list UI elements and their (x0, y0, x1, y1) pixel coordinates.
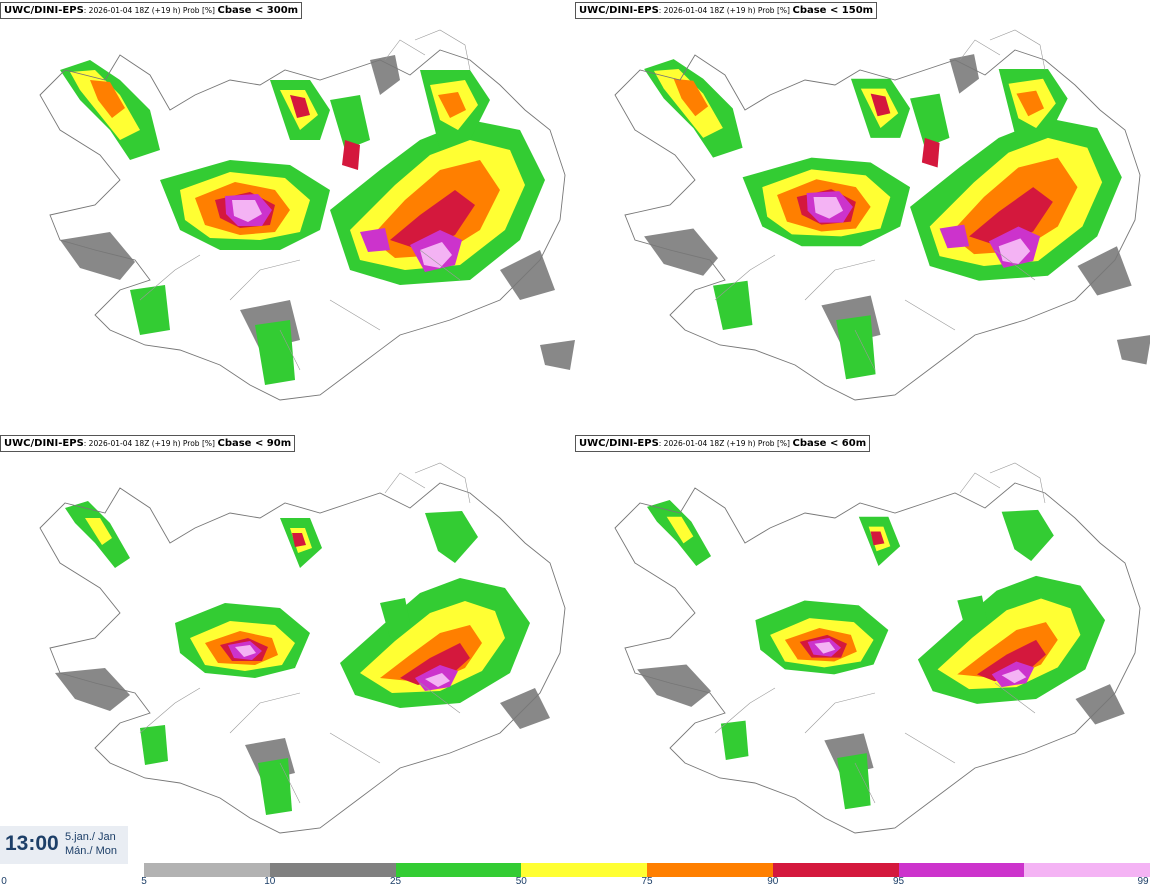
colorbar-tick-label: 50 (515, 876, 527, 887)
valid-weekday: Mán./ Mon (65, 845, 117, 857)
colorbar-tick-label: 75 (641, 876, 653, 887)
panel-title: UWC/DINI-EPS: 2026-01-04 18Z (+19 h) Pro… (0, 435, 296, 452)
colorbar-tick-label: 0 (1, 876, 7, 887)
valid-time-box: 13:00 5.jan./ Jan Mán./ Mon (0, 826, 128, 864)
colorbar-tick-label: 95 (892, 876, 905, 887)
colorbar-tick-label: 90 (767, 876, 779, 887)
colorbar-segment (521, 863, 647, 877)
panel-title: UWC/DINI-EPS: 2026-01-04 18Z (+19 h) Pro… (0, 2, 303, 19)
probability-map (614, 462, 1141, 834)
probability-colorbar (144, 863, 1150, 877)
colorbar-segment (772, 863, 899, 877)
valid-date: 5.jan./ Jan (65, 831, 116, 843)
colorbar-tick-label: 10 (264, 876, 276, 887)
valid-time: 13:00 (5, 832, 59, 855)
colorbar-tick-label: 25 (389, 876, 402, 887)
colorbar-segment (144, 863, 270, 877)
probability-map (614, 29, 1150, 401)
map-panel-150m: UWC/DINI-EPS: 2026-01-04 18Z (+19 h) Pro… (575, 0, 1150, 430)
colorbar-ticks: 0 5 10 25 50 75 90 95 99 (0, 876, 1150, 891)
map-panel-300m: UWC/DINI-EPS: 2026-01-04 18Z (+19 h) Pro… (0, 0, 575, 430)
probability-map (39, 462, 566, 834)
colorbar-segment (395, 863, 522, 877)
colorbar-segment (1024, 863, 1150, 877)
colorbar-segment (647, 863, 773, 877)
colorbar-tick-label: 99 (1137, 876, 1149, 887)
colorbar-tick-label: 5 (141, 876, 147, 887)
map-panel-90m: UWC/DINI-EPS: 2026-01-04 18Z (+19 h) Pro… (0, 433, 575, 863)
panel-title: UWC/DINI-EPS: 2026-01-04 18Z (+19 h) Pro… (575, 2, 878, 19)
colorbar-segment (898, 863, 1025, 877)
map-panel-60m: UWC/DINI-EPS: 2026-01-04 18Z (+19 h) Pro… (575, 433, 1150, 863)
probability-map (39, 29, 575, 401)
panel-title: UWC/DINI-EPS: 2026-01-04 18Z (+19 h) Pro… (575, 435, 871, 452)
colorbar-segment (269, 863, 396, 877)
